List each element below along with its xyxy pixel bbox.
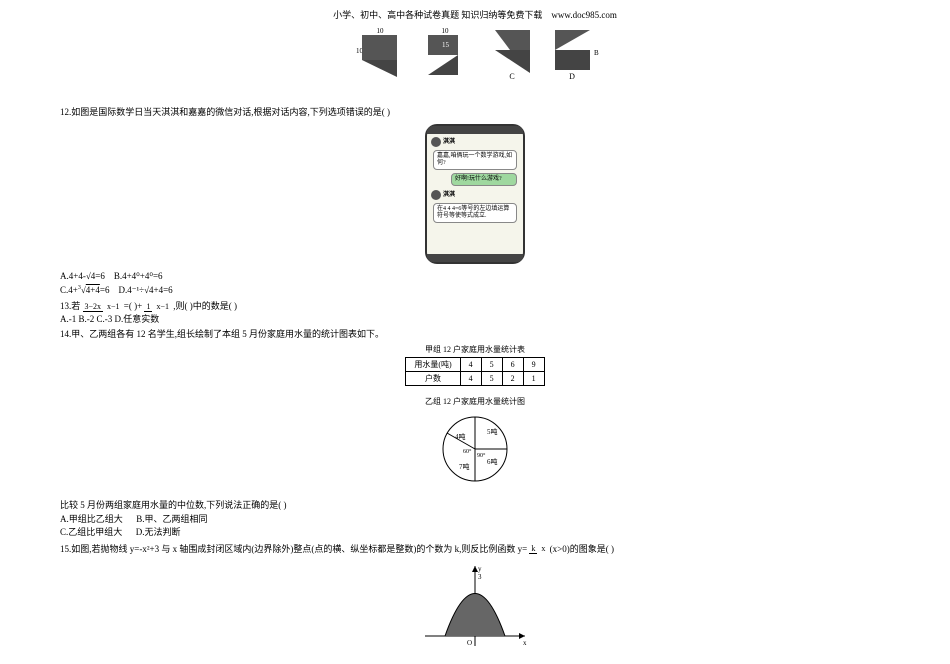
svg-text:D: D: [569, 72, 575, 80]
svg-text:15: 15: [442, 41, 450, 49]
shape-a: 10 10: [350, 25, 410, 80]
q13-mid1: =( )+: [124, 301, 142, 311]
svg-text:60°: 60°: [463, 448, 472, 455]
chat-name-2: 淇淇: [443, 192, 455, 198]
avatar-icon: [431, 137, 441, 147]
phone-top-bar: [427, 126, 523, 134]
compare-text: 比较 5 月份两组家庭用水量的中位数,下列说法正确的是( ): [60, 500, 287, 510]
shape-c: C: [490, 25, 540, 80]
phone-mockup: 淇淇 嘉嘉,咱俩玩一个数学游戏,如何? 好啊!玩什么游戏? 淇淇 在4 4 4=…: [425, 124, 525, 264]
cell-r3: 2: [502, 372, 523, 386]
svg-text:O: O: [467, 639, 472, 647]
compare-opt-c: C.乙组比甲组大: [60, 527, 122, 537]
cell-c3: 6: [502, 358, 523, 372]
q12-opt-b: B.4+4⁰+4⁰=6: [114, 271, 163, 281]
q13-num2: 1: [144, 302, 152, 312]
q13-opts: A.-1 B.-2 C.-3 D.任意实数: [60, 314, 159, 324]
svg-text:10: 10: [442, 27, 450, 35]
shape-b: 10 15: [420, 25, 480, 80]
svg-text:10: 10: [377, 27, 385, 35]
cell-r4: 1: [523, 372, 544, 386]
q13-frac2: 1 x−1: [144, 303, 171, 311]
compare-block: 比较 5 月份两组家庭用水量的中位数,下列说法正确的是( ) A.甲组比乙组大 …: [60, 499, 950, 540]
pie-chart: 5吨 6吨 7吨 4吨 60° 90°: [425, 409, 525, 489]
svg-text:7吨: 7吨: [459, 462, 470, 471]
pie-title: 乙组 12 户家庭用水量统计图: [425, 396, 525, 407]
page-header: 小学、初中、高中各种试卷真题 知识归纳等免费下载 www.doc985.com: [0, 0, 950, 21]
compare-opt-d: D.无法判断: [136, 527, 181, 537]
q13-pre: 13.若: [60, 301, 80, 311]
table-container: 甲组 12 户家庭用水量统计表 用水量(吨) 4 5 6 9 户数 4 5 2 …: [0, 344, 950, 386]
parabola-chart: 3 x O y: [415, 561, 535, 651]
header-url: www.doc985.com: [551, 10, 616, 20]
pie-container: 乙组 12 户家庭用水量统计图 5吨 6吨 7吨 4吨 60° 90°: [0, 396, 950, 489]
water-table: 用水量(吨) 4 5 6 9 户数 4 5 2 1: [405, 357, 544, 386]
phone-bottom-bar: [427, 254, 523, 262]
q13-den1: x−1: [105, 302, 122, 311]
header-text: 小学、初中、高中各种试卷真题 知识归纳等免费下载: [333, 10, 542, 20]
chat-bubble-3: 在4 4 4=6等号的左边填运算符号等使等式成立.: [433, 203, 517, 223]
table-title: 甲组 12 户家庭用水量统计表: [425, 344, 525, 355]
svg-text:y: y: [478, 565, 482, 573]
shapes-row: 10 10 10 15 C B D: [0, 25, 950, 80]
q12-text: 12.如图是国际数学日当天淇淇和嘉嘉的微信对话,根据对话内容,下列选项错误的是(…: [60, 107, 390, 117]
q13-mid2: ,则(: [173, 301, 187, 311]
question-14: 14.甲、乙两组各有 12 名学生,组长绘制了本组 5 月份家庭用水量的统计图表…: [60, 327, 950, 340]
q13-post: )中的数是( ): [190, 301, 237, 311]
th-count: 户数: [406, 372, 460, 386]
question-15: 15.如图,若抛物线 y=-x²+3 与 x 轴围成封闭区域内(边界除外)整点(…: [60, 542, 950, 555]
q15-post: (x>0)的图象是( ): [550, 544, 614, 554]
q12-opt-c-root: 4+4: [86, 285, 100, 295]
svg-text:3: 3: [478, 573, 482, 581]
th-water: 用水量(吨): [406, 358, 460, 372]
q13-den2: x−1: [154, 302, 171, 311]
avatar-icon: [431, 190, 441, 200]
svg-text:90°: 90°: [477, 452, 486, 459]
q15-frac: k x: [529, 545, 547, 553]
q12-options: A.4+4-√4=6 B.4+4⁰+4⁰=6 C.4+3√4+4=6 D.4⁻¹…: [60, 270, 950, 297]
cell-c1: 4: [460, 358, 481, 372]
q14-text: 14.甲、乙两组各有 12 名学生,组长绘制了本组 5 月份家庭用水量的统计图表…: [60, 329, 384, 339]
chat-bubble-1: 嘉嘉,咱俩玩一个数学游戏,如何?: [433, 150, 517, 170]
q15-pre: 15.如图,若抛物线 y=-x²+3 与 x 轴围成封闭区域内(边界除外)整点(…: [60, 544, 527, 554]
svg-text:x: x: [523, 639, 527, 647]
cube-root-index: 3: [78, 285, 81, 291]
shape-d: B D: [550, 25, 600, 80]
q13-num1: 3−2x: [83, 302, 104, 312]
q15-den: x: [539, 544, 547, 553]
phone-container: 淇淇 嘉嘉,咱俩玩一个数学游戏,如何? 好啊!玩什么游戏? 淇淇 在4 4 4=…: [0, 124, 950, 264]
q12-opt-c-post: =6: [100, 285, 110, 295]
compare-opt-b: B.甲、乙两组相同: [136, 514, 207, 524]
svg-text:C: C: [509, 72, 514, 80]
cell-r1: 4: [460, 372, 481, 386]
compare-opt-a: A.甲组比乙组大: [60, 514, 123, 524]
q12-opt-c-pre: C.4+: [60, 285, 78, 295]
question-12: 12.如图是国际数学日当天淇淇和嘉嘉的微信对话,根据对话内容,下列选项错误的是(…: [60, 105, 950, 118]
cell-c2: 5: [481, 358, 502, 372]
svg-text:5吨: 5吨: [487, 427, 498, 436]
cell-c4: 9: [523, 358, 544, 372]
svg-text:4吨: 4吨: [455, 432, 466, 441]
svg-text:B: B: [594, 49, 599, 57]
chat-bubble-2: 好啊!玩什么游戏?: [451, 173, 517, 186]
q12-opt-d: D.4⁻¹÷√4+4=6: [118, 285, 172, 295]
cell-r2: 5: [481, 372, 502, 386]
chat-name-1: 淇淇: [443, 139, 455, 145]
svg-text:6吨: 6吨: [487, 457, 498, 466]
q12-opt-a: A.4+4-√4=6: [60, 271, 105, 281]
q13-frac1: 3−2x x−1: [83, 303, 122, 311]
q15-num: k: [529, 544, 537, 554]
question-13: 13.若 3−2x x−1 =( )+ 1 x−1 ,则( )中的数是( ) A…: [60, 299, 950, 325]
parabola-container: 3 x O y: [0, 561, 950, 651]
